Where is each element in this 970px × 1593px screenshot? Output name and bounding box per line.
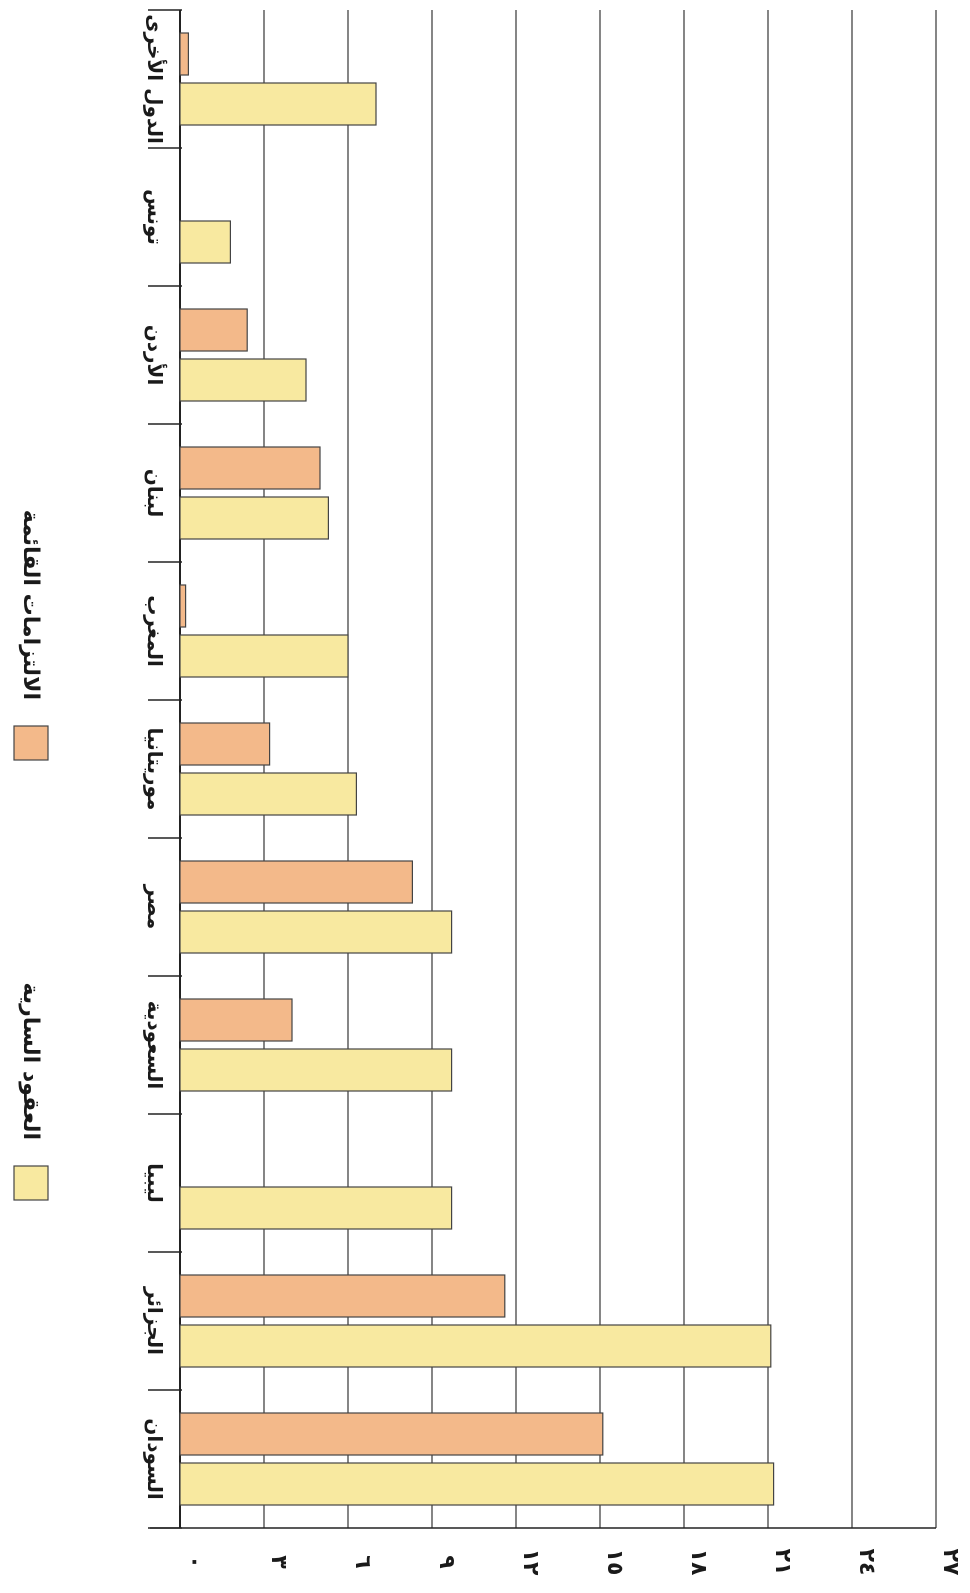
bar [179, 308, 248, 352]
category-label: الجزائر [143, 1286, 167, 1355]
tick-label: ٢٧ [938, 1549, 963, 1576]
bar [179, 998, 293, 1042]
category-label: ليبيا [143, 1163, 167, 1203]
tick-label: ٣ [266, 1555, 291, 1569]
value-tick-labels: ٠ ٣ ٦ ٩ ١٢ ١٥ ١٨ ٢١ ٢٤ ٢٧ [182, 1549, 963, 1576]
category-label: مصر [143, 884, 167, 930]
category-label: السعودية [143, 1001, 167, 1089]
bars [179, 32, 775, 1506]
legend-label: الالتزامات القائمة [18, 510, 43, 700]
tick-label: ١٥ [602, 1549, 627, 1576]
bar [179, 772, 357, 816]
tick-label: ٠ [182, 1555, 207, 1568]
category-label: تونس [143, 189, 167, 245]
legend-swatch [13, 1165, 49, 1201]
bar [179, 1048, 453, 1092]
category-label: الأردن [143, 325, 168, 386]
tick-label: ٢١ [770, 1549, 795, 1576]
bar [179, 32, 189, 76]
tick-label: ٦ [350, 1555, 375, 1568]
bar [179, 634, 349, 678]
bar [179, 1412, 604, 1456]
legend: العقود السارية الالتزامات القائمة [13, 510, 49, 1201]
tick-label: ١٨ [686, 1549, 711, 1576]
category-label: المغرب [143, 595, 167, 667]
bar [179, 1324, 772, 1368]
bar [179, 446, 321, 490]
category-label: السودان [143, 1418, 167, 1499]
tick-label: ١٢ [518, 1549, 543, 1576]
category-axis [148, 9, 936, 1529]
category-labels: السودان الجزائر ليبيا السعودية مصر موريتانيا ا… [143, 14, 168, 1500]
tick-label: ٢٤ [854, 1549, 879, 1576]
bar [179, 358, 307, 402]
bar [179, 722, 271, 766]
bar [179, 1274, 506, 1318]
bar [179, 82, 377, 126]
legend-swatch [13, 725, 49, 761]
category-label: موريتانيا [143, 728, 167, 811]
bar [179, 910, 453, 954]
category-label: لبنان [143, 469, 167, 517]
category-label: الدول الأخرى [143, 14, 168, 144]
bar [179, 860, 413, 904]
bar [179, 220, 232, 264]
tick-label: ٩ [434, 1555, 459, 1568]
bar [179, 496, 329, 540]
bar [179, 1186, 453, 1230]
bar [179, 584, 187, 628]
bar [179, 1462, 775, 1506]
legend-label: العقود السارية [18, 982, 43, 1140]
